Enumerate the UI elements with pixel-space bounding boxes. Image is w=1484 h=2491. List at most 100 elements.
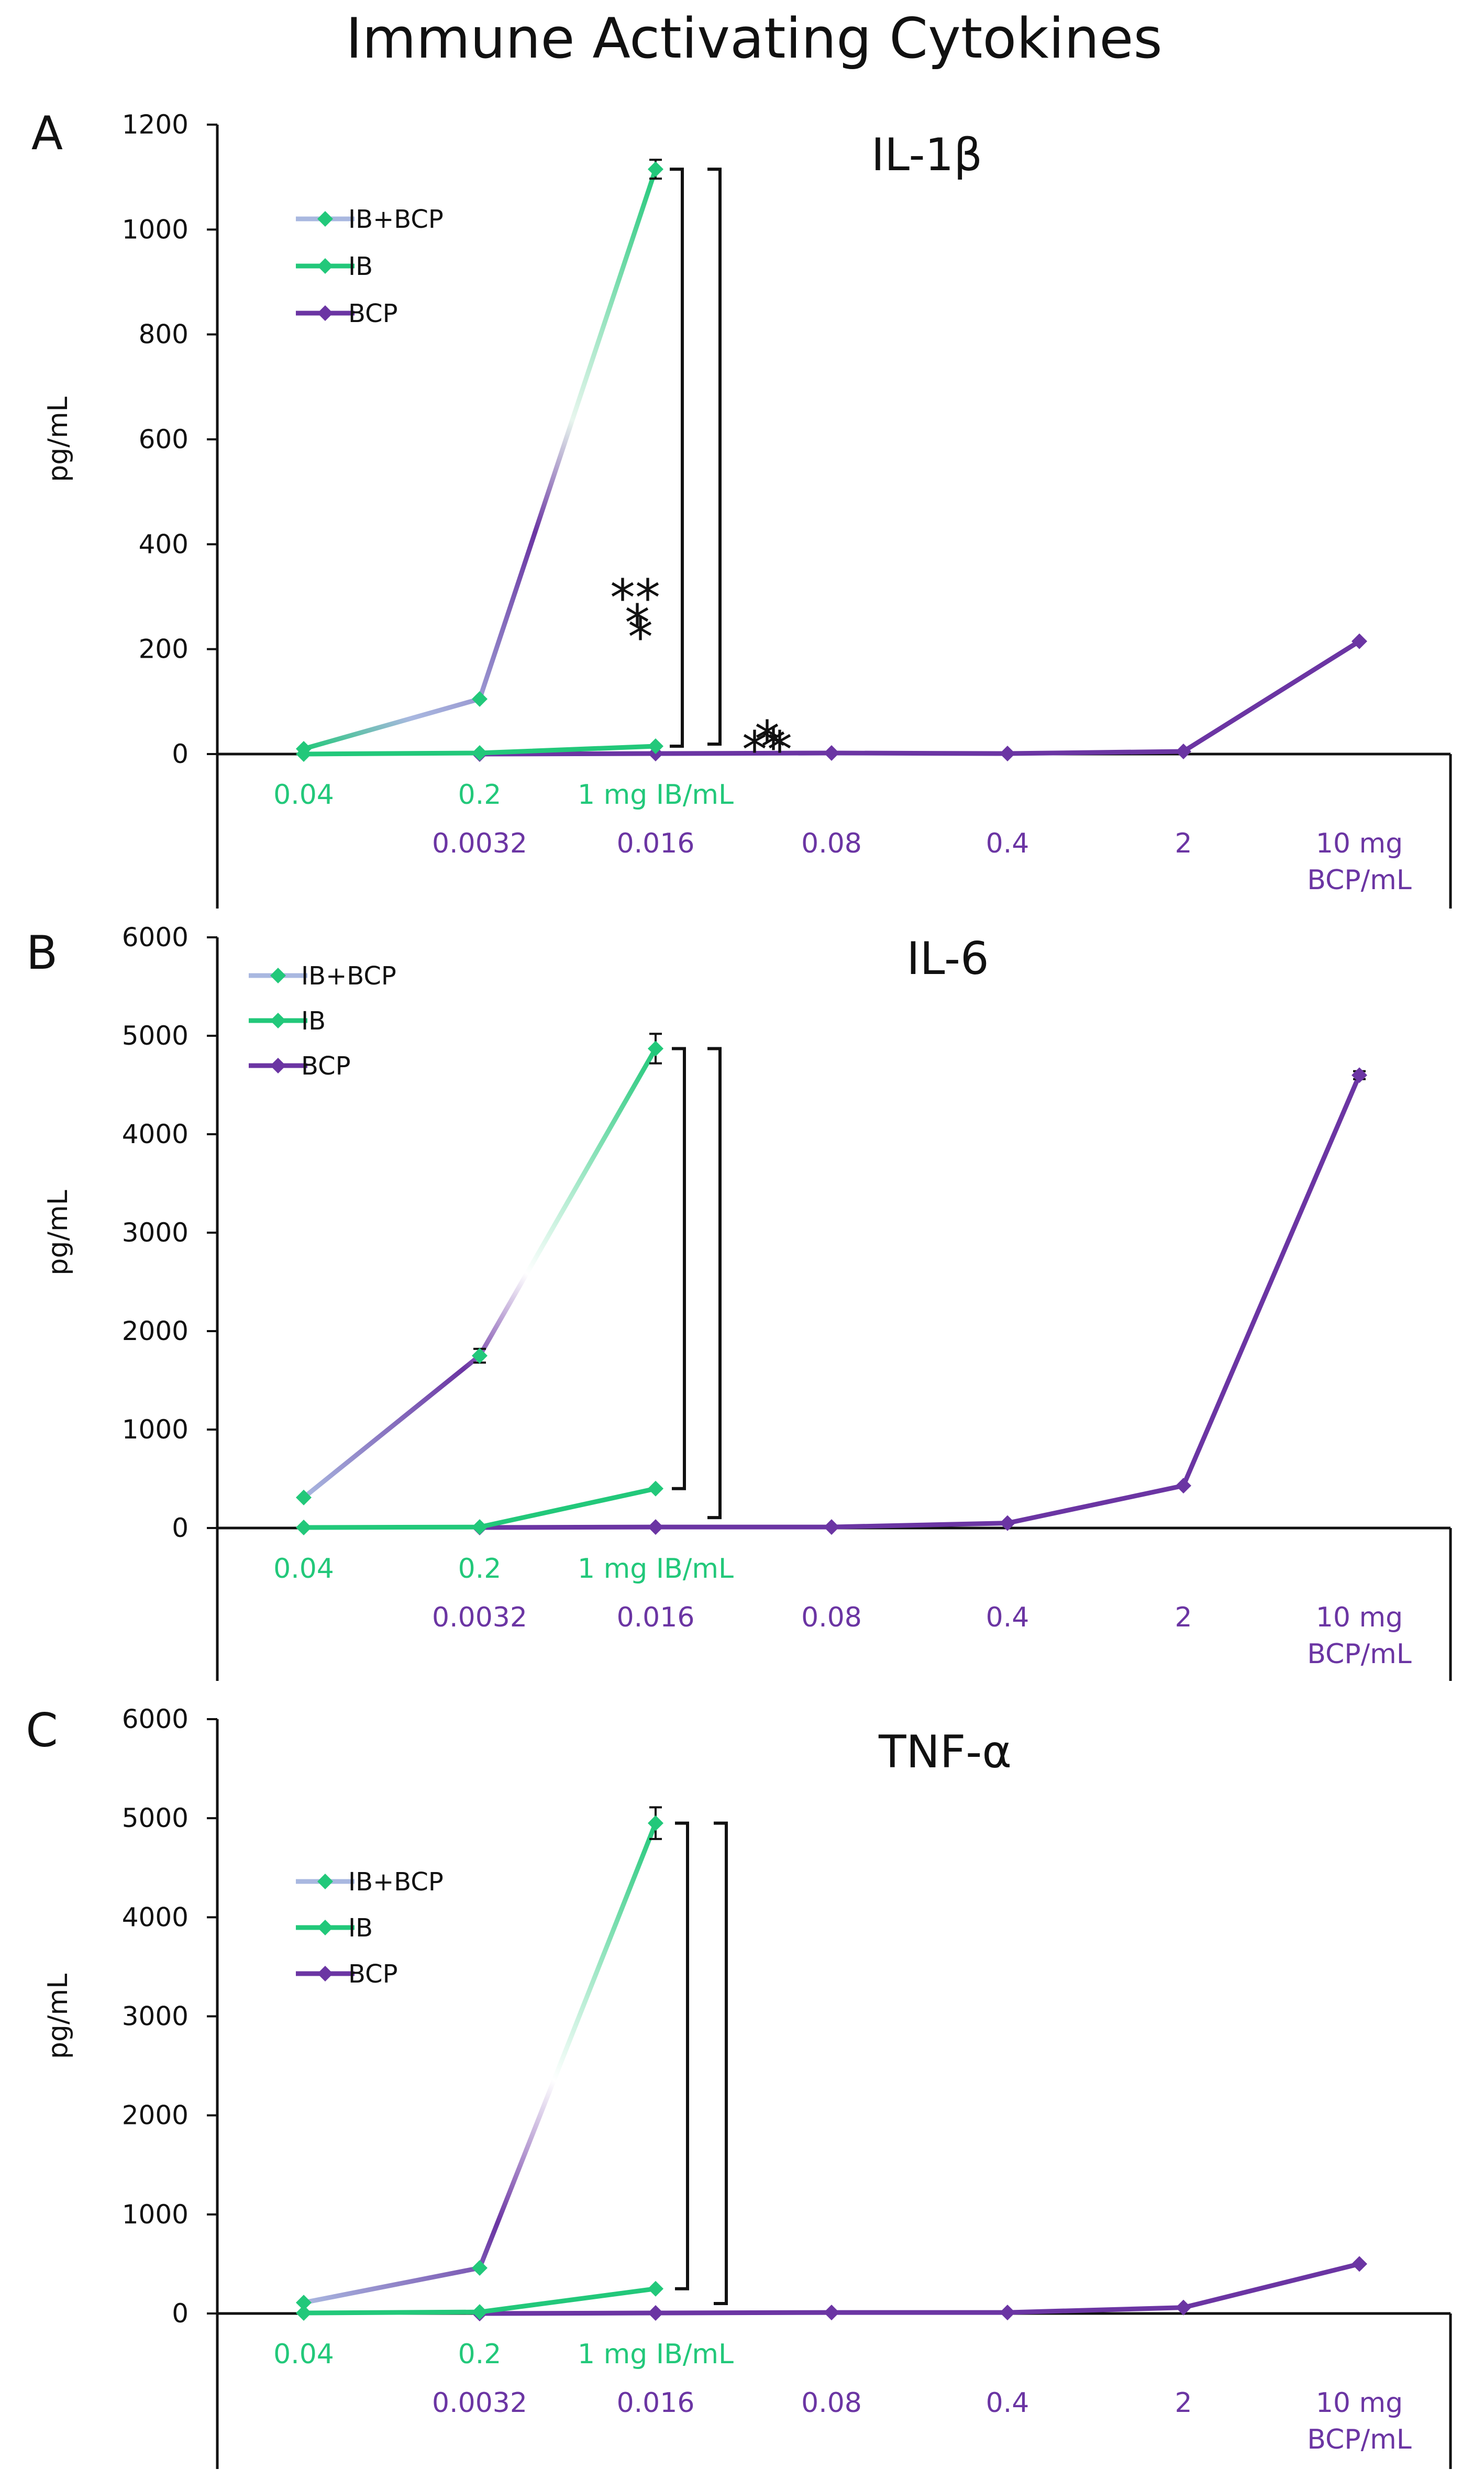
- legend-label: BCP: [348, 299, 398, 328]
- data-point-bcp: [1176, 743, 1191, 759]
- x-tick-label-ib: 1 mg IB/mL: [578, 2339, 734, 2370]
- legend-marker: [317, 1920, 333, 1935]
- x-tick-label-bcp: 10 mg: [1316, 1602, 1403, 1633]
- data-point-bcp: [1176, 1478, 1191, 1494]
- x-tick-label-bcp: 0.08: [801, 2387, 862, 2419]
- legend-label: IB: [348, 252, 373, 281]
- data-point-ib-bcp: [472, 2260, 488, 2276]
- x-tick-label-bcp: 2: [1175, 828, 1192, 859]
- legend-marker: [317, 1874, 333, 1889]
- data-point-bcp: [1000, 2305, 1015, 2321]
- data-point-ib: [472, 2304, 488, 2320]
- y-tick-label: 5000: [122, 1021, 189, 1051]
- data-point-bcp: [1176, 2299, 1191, 2316]
- legend-marker: [317, 211, 333, 227]
- x-tick-label-bcp: 10 mg: [1316, 2387, 1403, 2419]
- panel-A: A IL-1β 0 200 400 600 800 1000 1200 pg/mL 0.04 0.2 1…: [31, 106, 1452, 909]
- legend-marker: [270, 1013, 286, 1028]
- x-tick-label-ib: 0.2: [458, 779, 502, 811]
- panel-C: C TNF-α0100020003000400050006000pg/mL0.04…: [26, 608, 1452, 2469]
- legend-label: BCP: [348, 1959, 398, 1989]
- figure-title: Immune Activating Cytokines: [346, 6, 1162, 71]
- y-tick-label: 4000: [122, 1902, 189, 1932]
- x-tick-label-bcp: 0.08: [801, 828, 862, 859]
- legend-label: IB+BCP: [301, 961, 396, 991]
- data-point-ib: [296, 1520, 312, 1536]
- data-point-ib: [648, 2280, 663, 2297]
- y-tick-label: 2000: [122, 1316, 189, 1346]
- x-tick-label-bcp: 0.4: [986, 2387, 1029, 2419]
- data-point-ib-bcp: [472, 691, 488, 707]
- data-point-ib: [648, 1480, 663, 1497]
- significance-bracket: [707, 1047, 722, 1520]
- y-tick-label: 1200: [122, 109, 189, 140]
- series-line-bcp: [479, 639, 1361, 757]
- y-tick-label: 0: [172, 739, 189, 769]
- x-tick-label-bcp: 0.016: [617, 1602, 695, 1633]
- data-point-bcp: [1352, 633, 1367, 649]
- significance-label: *: [628, 608, 653, 667]
- y-axis-label: pg/mL: [42, 1190, 74, 1275]
- y-tick-label: 1000: [122, 1414, 189, 1445]
- data-point-bcp: [824, 745, 839, 761]
- panel-letter: A: [31, 106, 63, 160]
- x-tick-label-bcp: 0.0032: [432, 1602, 527, 1633]
- y-tick-label: 6000: [122, 1704, 189, 1734]
- series-line-ib-bcp: [302, 1047, 658, 1500]
- y-tick-label: 0: [172, 2298, 189, 2329]
- data-point-ib-bcp: [472, 1348, 488, 1364]
- x-tick-label-bcp: 2: [1175, 1602, 1192, 1633]
- data-point-ib: [648, 738, 663, 754]
- y-tick-label: 4000: [122, 1119, 189, 1149]
- x-tick-label-bcp: 0.4: [986, 1602, 1029, 1633]
- y-tick-label: 0: [172, 1513, 189, 1543]
- y-tick-label: 200: [139, 634, 189, 665]
- x-tick-label-ib: 0.04: [273, 779, 334, 811]
- legend-label: IB+BCP: [348, 205, 444, 234]
- legend-label: IB: [348, 1913, 373, 1943]
- y-tick-label: 1000: [122, 2199, 189, 2230]
- data-point-ib-bcp: [296, 740, 312, 757]
- x-tick-label-ib: 0.04: [273, 2339, 334, 2370]
- legend-marker: [317, 305, 333, 321]
- significance-label: *: [625, 594, 650, 652]
- y-tick-label: 600: [139, 424, 189, 455]
- significance-bracket: [672, 1047, 686, 1490]
- y-tick-label: 2000: [122, 2100, 189, 2131]
- legend-label: IB: [301, 1006, 326, 1036]
- y-axis-label: pg/mL: [42, 1974, 74, 2059]
- data-point-bcp: [1000, 1515, 1015, 1531]
- panel-letter: B: [26, 926, 58, 980]
- significance-bracket: [714, 1821, 728, 2306]
- data-point-bcp: [1000, 745, 1015, 761]
- x-tick-label-bcp: 2: [1175, 2387, 1192, 2419]
- data-point-ib-bcp: [296, 1489, 312, 1505]
- x-tick-label-ib: 0.2: [458, 1553, 502, 1585]
- y-tick-label: 5000: [122, 1803, 189, 1833]
- x-tick-label-ib: 1 mg IB/mL: [578, 779, 734, 811]
- y-tick-label: 3000: [122, 1217, 189, 1248]
- data-point-ib: [472, 745, 488, 761]
- panel-letter: C: [26, 1703, 58, 1757]
- chart-title: TNF-α: [878, 1726, 1012, 1778]
- x-tick-label-bcp: 0.4: [986, 828, 1029, 859]
- x-tick-label-bcp-unit: BCP/mL: [1307, 2424, 1412, 2455]
- x-tick-label-bcp-unit: BCP/mL: [1307, 1638, 1412, 1670]
- series-line-bcp: [479, 1074, 1362, 1530]
- x-tick-label-ib: 0.2: [458, 2339, 502, 2370]
- legend-marker: [270, 1058, 286, 1073]
- x-tick-label-ib: 0.04: [273, 1553, 334, 1585]
- data-point-ib-bcp: [648, 161, 663, 178]
- significance-label: *: [755, 710, 780, 769]
- y-tick-label: 6000: [122, 922, 189, 953]
- legend-marker: [317, 1966, 333, 1981]
- chart-title: IL-6: [906, 933, 989, 985]
- series-line-bcp: [479, 2262, 1360, 2316]
- data-point-bcp: [824, 1519, 839, 1535]
- significance-bracket: [670, 168, 684, 748]
- x-tick-label-bcp: 0.0032: [432, 828, 527, 859]
- significance-bracket: [707, 168, 722, 746]
- data-point-bcp: [648, 2305, 663, 2321]
